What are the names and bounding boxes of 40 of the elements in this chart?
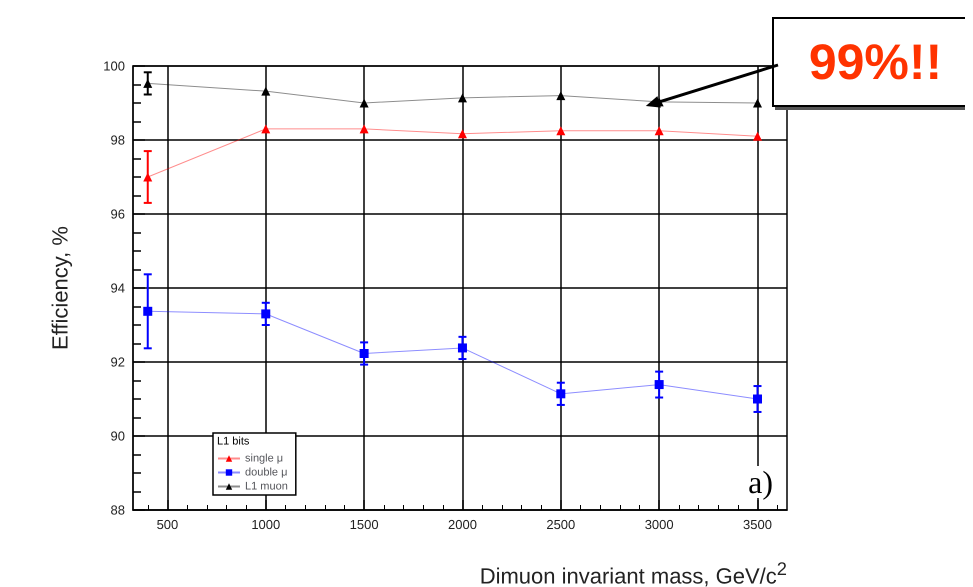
x-tick-label: 2000: [448, 517, 477, 532]
point: [458, 129, 467, 138]
point: [654, 380, 664, 390]
x-tick-label: 1500: [350, 517, 379, 532]
x-tick-label: 500: [156, 517, 178, 532]
annotation: a): [748, 464, 773, 500]
y-axis-title: Efficiency, %: [48, 226, 72, 350]
legend-label: L1 muon: [245, 480, 288, 492]
legend-label: single μ: [245, 452, 284, 464]
point: [752, 132, 762, 141]
x-tick-label: 2500: [546, 517, 576, 532]
x-tick-label: 3500: [743, 517, 772, 532]
legend-label: double μ: [245, 466, 288, 478]
y-tick-label: 94: [110, 280, 125, 296]
point: [360, 348, 369, 358]
y-tick-label: 98: [110, 132, 125, 148]
point: [458, 93, 467, 102]
point: [261, 124, 270, 134]
x-axis-title: Dimuon invariant mass, GeV/c$^{2}$: [480, 557, 787, 587]
point: [752, 394, 762, 404]
x-tick-label: 1000: [251, 517, 280, 532]
point: [143, 306, 152, 316]
y-tick-label: 88: [110, 502, 125, 518]
annotation: 99%!!: [808, 34, 942, 90]
point: [654, 126, 664, 136]
legend-title: L1 bits: [217, 436, 250, 448]
point: [261, 309, 270, 318]
y-tick-label: 96: [110, 206, 125, 222]
point: [752, 98, 762, 108]
x-tick-label: 3000: [644, 517, 674, 532]
y-tick-label: 100: [103, 58, 125, 74]
point: [556, 126, 566, 136]
point: [261, 86, 270, 96]
point: [556, 91, 566, 100]
point: [360, 98, 369, 108]
point: [556, 389, 566, 398]
y-tick-label: 92: [110, 354, 125, 370]
point: [458, 343, 467, 352]
point: [360, 124, 369, 134]
y-tick-label: 90: [110, 428, 125, 444]
